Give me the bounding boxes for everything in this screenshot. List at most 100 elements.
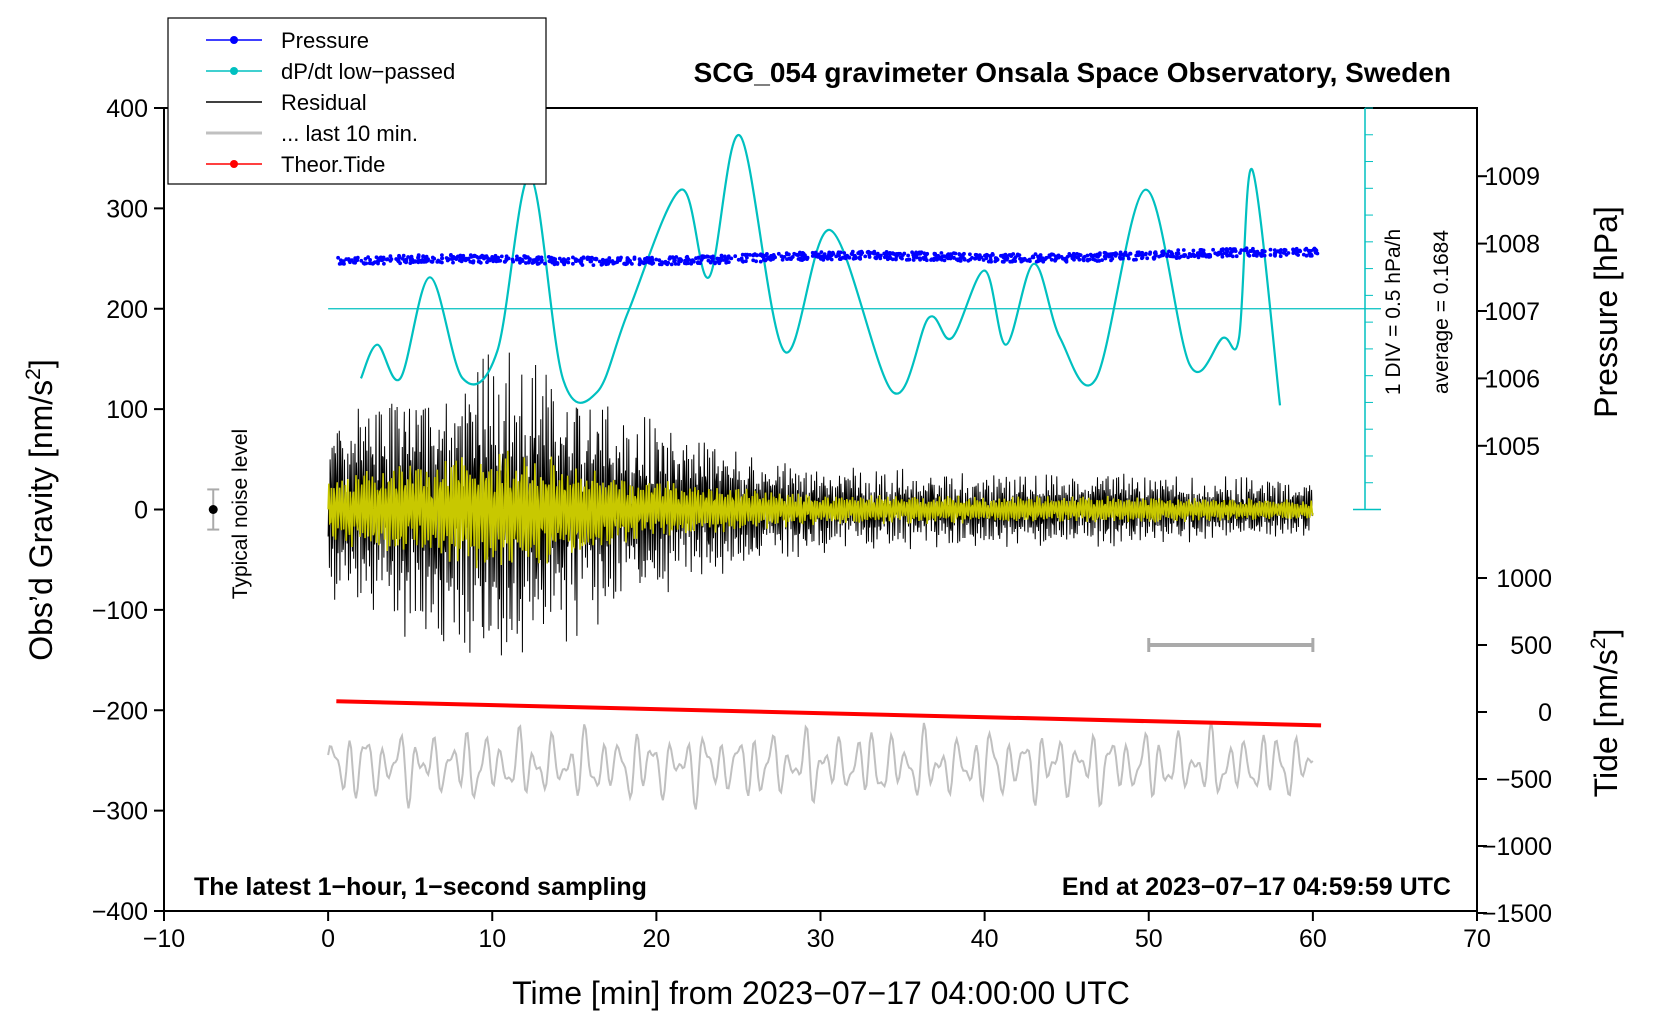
pressure-point [906, 253, 910, 258]
pressure-point [1196, 253, 1200, 258]
pressure-point [1229, 250, 1233, 255]
pressure-point [571, 255, 575, 260]
pressure-point [973, 256, 977, 261]
pressure-point [1102, 250, 1107, 255]
pressure-point [591, 263, 596, 267]
pressure-point [1010, 259, 1015, 264]
pressure-point [543, 261, 547, 266]
pressure-point [609, 259, 614, 264]
pressure-point [1000, 259, 1005, 264]
pressure-point [673, 262, 678, 266]
pressure-point [1098, 251, 1102, 256]
pressure-point [1061, 256, 1065, 261]
pressure-point [1121, 253, 1126, 258]
dpdt-series [359, 134, 1282, 406]
pressure-point [751, 258, 756, 263]
pressure-point [410, 257, 414, 262]
y-tick-label: 100 [106, 396, 148, 424]
x-tick-label: 20 [642, 925, 670, 953]
pressure-point [1186, 255, 1190, 260]
pressure-point [721, 258, 726, 262]
pressure-point [451, 260, 455, 265]
pressure-point [674, 255, 679, 259]
pressure-point [401, 253, 406, 258]
pressure-point [643, 257, 647, 261]
pressure-point [430, 259, 435, 264]
pressure-point [1167, 249, 1171, 254]
pressure-point [571, 261, 575, 266]
pressure-point [421, 254, 426, 259]
pressure-axis-ticks: 1005 1006 1007 1008 1009 [1477, 163, 1540, 461]
pressure-point [1252, 249, 1257, 254]
pressure-point [913, 252, 918, 256]
x-axis-ticks: −10 0 10 20 30 40 50 60 70 [143, 911, 1491, 953]
pressure-point [1093, 258, 1097, 262]
pressure-point [1097, 259, 1102, 263]
pressure-point [885, 255, 890, 260]
pressure-point [384, 257, 389, 262]
pressure-point [647, 260, 652, 265]
pressure-point [503, 259, 507, 264]
pressure-point [922, 257, 926, 261]
pressure-point [769, 253, 774, 258]
pressure-point [499, 254, 504, 259]
pressure-point [849, 252, 854, 256]
tide-tick-label: −500 [1496, 766, 1552, 794]
pressure-point [557, 256, 562, 261]
pressure-point [388, 259, 393, 263]
pressure-point [1272, 248, 1277, 253]
pressure-point [782, 255, 787, 259]
pressure-point [907, 257, 912, 262]
pressure-point [490, 255, 495, 259]
y-tick-label: −400 [92, 898, 148, 926]
pressure-point [1298, 249, 1303, 254]
pressure-point [725, 256, 729, 261]
pressure-point [484, 254, 489, 259]
y-tick-label: 400 [106, 95, 148, 123]
pressure-point [1001, 255, 1006, 260]
pressure-point [956, 258, 960, 263]
pressure-point [1081, 258, 1086, 263]
pressure-point [359, 258, 364, 263]
pressure-point [917, 252, 921, 256]
pressure-point [451, 256, 456, 261]
pressure-point [336, 255, 340, 260]
pressure-point [1144, 251, 1148, 256]
pressure-point [882, 251, 887, 256]
pressure-point [942, 258, 947, 263]
pressure-point [736, 257, 741, 262]
pressure-point [852, 255, 857, 260]
pressure-point [1181, 248, 1186, 252]
x-tick-label: 70 [1463, 925, 1491, 953]
pressure-point [1153, 250, 1158, 255]
pressure-point [471, 254, 476, 259]
noise-level-marker [207, 488, 220, 531]
pressure-point [404, 259, 409, 264]
pressure-point [518, 260, 522, 265]
pressure-point [1246, 251, 1250, 256]
pressure-point [1015, 253, 1020, 258]
pressure-point [1123, 250, 1128, 255]
pressure-point [1218, 250, 1223, 255]
pressure-point [890, 251, 895, 256]
pressure-point [805, 257, 809, 261]
pressure-point [457, 258, 462, 263]
pressure-point [867, 255, 872, 259]
pressure-point [344, 257, 349, 261]
pressure-point [382, 261, 386, 266]
pressure-point [1118, 250, 1123, 255]
pressure-point [381, 255, 386, 260]
pressure-point [654, 257, 659, 262]
pressure-point [857, 250, 862, 255]
pressure-point [651, 261, 656, 265]
pressure-point [663, 261, 668, 265]
pressure-point [1312, 246, 1317, 251]
pressure-point [368, 258, 372, 262]
pressure-point [838, 256, 843, 261]
pressure-point [1100, 258, 1104, 262]
pressure-point [528, 257, 532, 261]
pressure-point [1202, 253, 1206, 258]
dpdt-line [359, 134, 1282, 406]
pressure-point [952, 255, 956, 260]
